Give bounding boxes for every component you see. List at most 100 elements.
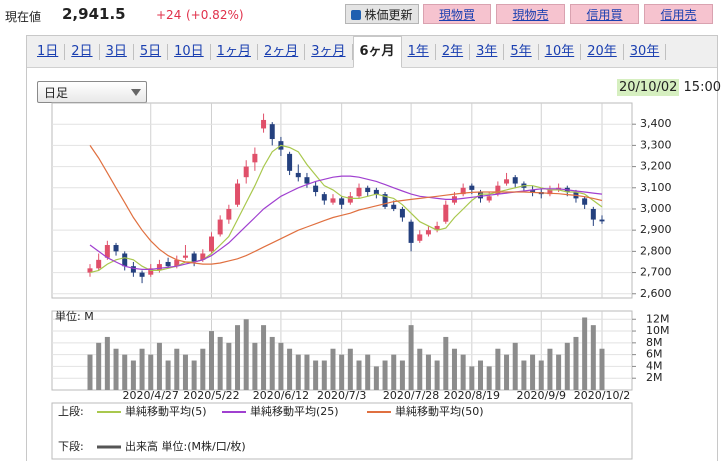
period-tab[interactable]: 2年 [436, 43, 471, 60]
volume-bar [391, 354, 397, 390]
legend-entry: 出来高 単位:(M株/口/枚) [125, 439, 246, 453]
candle-body [347, 196, 353, 203]
candle-body [547, 189, 553, 195]
volume-bar [486, 366, 492, 390]
candle-body [252, 153, 258, 163]
volume-bar [417, 348, 423, 390]
period-tab[interactable]: 1日 [31, 43, 66, 60]
candle-body [599, 219, 605, 222]
candle-body [504, 179, 510, 184]
volume-bar [321, 360, 327, 390]
timestamp-date: 20/10/02 [617, 79, 680, 96]
volume-bar [122, 354, 128, 390]
volume-bar [287, 348, 293, 390]
candle-body [512, 177, 518, 184]
candle-body [382, 194, 388, 207]
period-tab[interactable]: 3年 [470, 43, 505, 60]
volume-bar [200, 348, 206, 390]
volume-bar [226, 342, 232, 390]
volume-bar [191, 360, 197, 390]
period-tab[interactable]: 10年 [539, 43, 582, 60]
y-tick-label: 3,100 [640, 181, 672, 194]
volume-bar [582, 317, 588, 390]
y-tick-label: 3,300 [640, 138, 672, 151]
candle-body [486, 196, 492, 201]
period-tab[interactable]: 1ヶ月 [211, 43, 258, 60]
y-tick-label: 2,700 [640, 266, 672, 279]
chart-panel: 1日 2日 3日 5日 10日 1ヶ月 2ヶ月 3ヶ月 6ヶ月 1年 2年 3年 5年 10年 20年 30年… [26, 35, 721, 461]
volume-bar [538, 360, 544, 390]
cash-sell-button[interactable]: 現物売 [496, 4, 565, 24]
volume-bar [347, 348, 353, 390]
y-tick-label: 2M [646, 371, 663, 384]
candle-body [478, 192, 484, 199]
candle-body [226, 208, 232, 220]
refresh-button[interactable]: 株価更新 [345, 4, 419, 24]
timestamp: 20/10/02 15:00 [617, 79, 721, 96]
period-tab[interactable]: 3日 [100, 43, 134, 60]
candle-body [304, 177, 310, 184]
volume-bar [304, 354, 310, 390]
price-change-pct: (+0.82%) [186, 8, 244, 22]
volume-bar [113, 348, 119, 390]
x-tick-label: 2020/6/12 [253, 389, 309, 402]
candle-body [425, 230, 431, 235]
volume-bar [295, 354, 301, 390]
period-tab[interactable]: 10日 [168, 43, 211, 60]
cash-buy-button[interactable]: 現物買 [423, 4, 491, 24]
candle-body [590, 208, 596, 220]
candle-body [96, 259, 102, 269]
candle-body [399, 208, 405, 218]
volume-bar [521, 360, 527, 390]
candle-body [269, 124, 275, 140]
candle-body [443, 204, 449, 222]
volume-bar [96, 342, 102, 390]
x-tick-label: 2020/9/9 [517, 389, 566, 402]
candle-body [261, 119, 267, 129]
volume-bar [512, 342, 518, 390]
candle-body [235, 183, 241, 205]
volume-bar [208, 331, 214, 390]
volume-bar [104, 336, 110, 390]
period-tab[interactable]: 20年 [581, 43, 624, 60]
period-tab[interactable]: 5日 [134, 43, 169, 60]
volume-bar [382, 360, 388, 390]
volume-bar [599, 348, 605, 390]
volume-bar [235, 325, 241, 390]
y-tick-label: 2,800 [640, 244, 672, 257]
period-tab[interactable]: 3ヶ月 [305, 43, 353, 60]
y-tick-label: 3,200 [640, 160, 672, 173]
period-tab[interactable]: 2日 [65, 43, 100, 60]
candle-body [582, 198, 588, 205]
period-tab[interactable]: 2ヶ月 [258, 43, 306, 60]
candle-body [495, 185, 501, 195]
timestamp-time: 15:00 [683, 80, 721, 95]
x-tick-label: 2020/10/2 [574, 389, 630, 402]
volume-bar [469, 366, 475, 390]
volume-bar [478, 360, 484, 390]
volume-bar [217, 336, 223, 390]
period-tab[interactable]: 5年 [504, 43, 539, 60]
x-tick-label: 2020/8/19 [444, 389, 500, 402]
candle-body [365, 187, 371, 193]
margin-sell-button[interactable]: 信用売 [644, 4, 713, 24]
candle-body [469, 185, 475, 190]
margin-buy-button[interactable]: 信用買 [570, 4, 639, 24]
period-tab[interactable]: 6ヶ月 [352, 35, 402, 68]
period-tab[interactable]: 1年 [402, 43, 436, 60]
y-tick-label: 3,000 [640, 202, 672, 215]
candle-body [287, 153, 293, 171]
candle-body [243, 166, 249, 178]
moving-average-line [89, 145, 603, 265]
x-tick-label: 2020/7/28 [383, 389, 439, 402]
candle-body [174, 259, 180, 267]
period-tab[interactable]: 30年 [624, 43, 667, 60]
volume-bar [165, 360, 171, 390]
legend-upper-label: 上段: [58, 404, 84, 418]
candle-body [434, 225, 440, 231]
candle-body [104, 245, 110, 258]
volume-bar [261, 325, 267, 390]
